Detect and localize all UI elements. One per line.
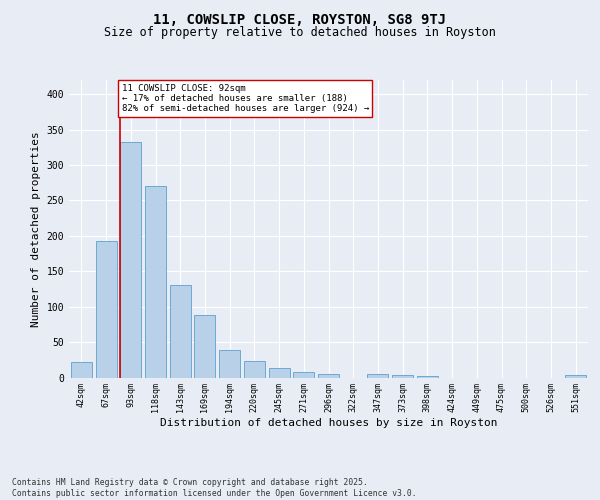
Bar [417, 376, 438, 378]
Bar [293, 372, 314, 378]
Bar [565, 376, 586, 378]
Bar [269, 368, 290, 378]
Bar [71, 362, 92, 378]
Bar [95, 241, 116, 378]
Bar [120, 142, 141, 378]
Y-axis label: Number of detached properties: Number of detached properties [31, 131, 41, 326]
Bar [392, 376, 413, 378]
Bar [170, 284, 191, 378]
Bar [244, 360, 265, 378]
Text: Size of property relative to detached houses in Royston: Size of property relative to detached ho… [104, 26, 496, 39]
Bar [318, 374, 339, 378]
Bar [219, 350, 240, 378]
Text: 11, COWSLIP CLOSE, ROYSTON, SG8 9TJ: 11, COWSLIP CLOSE, ROYSTON, SG8 9TJ [154, 12, 446, 26]
Bar [145, 186, 166, 378]
Text: 11 COWSLIP CLOSE: 92sqm
← 17% of detached houses are smaller (188)
82% of semi-d: 11 COWSLIP CLOSE: 92sqm ← 17% of detache… [122, 84, 369, 114]
Text: Contains HM Land Registry data © Crown copyright and database right 2025.
Contai: Contains HM Land Registry data © Crown c… [12, 478, 416, 498]
Bar [194, 315, 215, 378]
Bar [367, 374, 388, 378]
X-axis label: Distribution of detached houses by size in Royston: Distribution of detached houses by size … [160, 418, 497, 428]
